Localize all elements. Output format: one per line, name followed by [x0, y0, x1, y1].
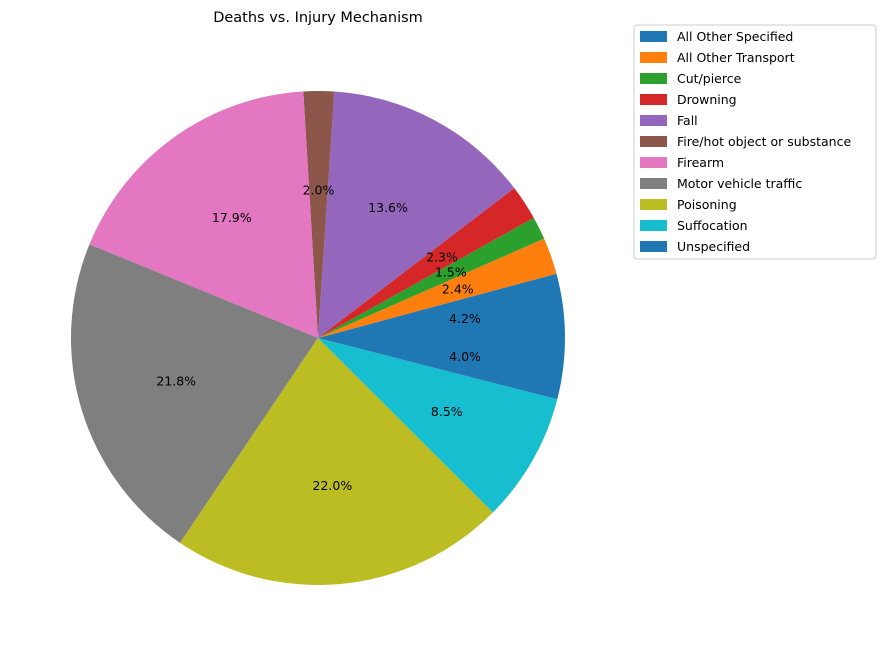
pie-percent-labels: 4.2% 2.4%1.5%2.3% 13.6% 2.0% 17.9% 21.8% 22.0%…: [156, 182, 481, 493]
legend-swatch: [640, 157, 667, 168]
pie-slice: [89, 91, 318, 338]
pie-slice: [318, 238, 557, 338]
legend-swatch: [640, 52, 667, 63]
pie-slice: [318, 188, 534, 338]
legend-swatch: [640, 220, 667, 231]
pie-slices: [70, 91, 565, 586]
legend-label: Cut/pierce: [677, 71, 742, 86]
legend-swatch: [640, 73, 667, 84]
pie-slice: [318, 217, 545, 338]
pie-slice: [303, 91, 335, 339]
legend-swatch: [640, 241, 667, 252]
legend-label: All Other Specified: [677, 29, 793, 44]
legend-swatch: [640, 115, 667, 126]
legend-label: Fall: [677, 113, 698, 128]
legend-label: Unspecified: [677, 239, 750, 254]
legend-swatch: [640, 31, 667, 42]
slice-percent-label: 13.6%: [368, 200, 408, 215]
slice-percent-label: 2.0%: [303, 182, 335, 197]
legend-swatch: [640, 199, 667, 210]
slice-percent-label: 21.8%: [156, 374, 196, 389]
pie-slice: [318, 338, 558, 513]
legend-label: Suffocation: [677, 218, 748, 233]
pie-slice: [318, 91, 515, 339]
slice-percent-label: 2.4%: [442, 281, 474, 296]
legend-label: Firearm: [677, 155, 724, 170]
pie-slice: [70, 244, 318, 543]
legend-frame: [633, 24, 877, 260]
legend-label: Motor vehicle traffic: [677, 176, 802, 191]
slice-percent-label: 4.2%: [449, 311, 481, 326]
pie-slice: [318, 338, 565, 400]
legend-swatch: [640, 136, 667, 147]
legend-label: Drowning: [677, 92, 737, 107]
legend-label: Poisoning: [677, 197, 737, 212]
legend-label: Fire/hot object or substance: [677, 134, 851, 149]
legend: All Other Specified All Other Transport Cu…: [633, 24, 877, 260]
legend-label: All Other Transport: [677, 50, 795, 65]
slice-percent-label: 2.3%: [426, 249, 458, 264]
legend-swatch: [640, 178, 667, 189]
pie-slice: [180, 338, 493, 586]
slice-percent-label: 22.0%: [313, 478, 353, 493]
slice-percent-label: 4.0%: [449, 349, 481, 364]
slice-percent-label: 1.5%: [435, 265, 467, 280]
slice-percent-label: 17.9%: [212, 210, 252, 225]
legend-swatch: [640, 94, 667, 105]
slice-percent-label: 8.5%: [431, 404, 463, 419]
chart-title: Deaths vs. Injury Mechanism: [213, 10, 423, 26]
pie-slice: [318, 273, 565, 338]
